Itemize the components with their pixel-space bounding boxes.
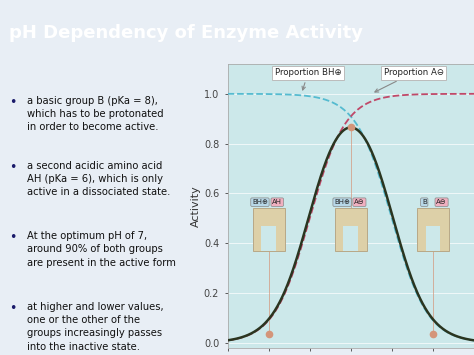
FancyBboxPatch shape: [335, 208, 367, 251]
Text: BH⊕: BH⊕: [334, 199, 350, 205]
Text: B: B: [422, 199, 427, 205]
FancyBboxPatch shape: [261, 226, 276, 251]
Text: Proportion BH⊕: Proportion BH⊕: [275, 68, 341, 90]
Text: A⊖: A⊖: [436, 199, 447, 205]
Text: •: •: [9, 231, 16, 244]
Text: •: •: [9, 160, 16, 174]
FancyBboxPatch shape: [343, 226, 358, 251]
FancyBboxPatch shape: [426, 226, 440, 251]
Text: Proportion A⊖: Proportion A⊖: [375, 68, 444, 92]
Text: •: •: [9, 302, 16, 315]
Text: AH: AH: [272, 199, 282, 205]
FancyBboxPatch shape: [417, 208, 449, 251]
Text: At the optimum pH of 7,
around 90% of both groups
are present in the active form: At the optimum pH of 7, around 90% of bo…: [27, 231, 175, 268]
Text: at higher and lower values,
one or the other of the
groups increasingly passes
i: at higher and lower values, one or the o…: [27, 302, 164, 351]
Text: a second acidic amino acid
AH (pKa = 6), which is only
active in a dissociated s: a second acidic amino acid AH (pKa = 6),…: [27, 160, 170, 197]
FancyBboxPatch shape: [253, 208, 284, 251]
Y-axis label: Activity: Activity: [191, 185, 201, 227]
Text: A⊖: A⊖: [354, 199, 365, 205]
Text: pH Dependency of Enzyme Activity: pH Dependency of Enzyme Activity: [9, 24, 364, 42]
Text: BH⊕: BH⊕: [252, 199, 268, 205]
Text: a basic group B (pKa = 8),
which has to be protonated
in order to become active.: a basic group B (pKa = 8), which has to …: [27, 96, 164, 132]
Text: •: •: [9, 96, 16, 109]
